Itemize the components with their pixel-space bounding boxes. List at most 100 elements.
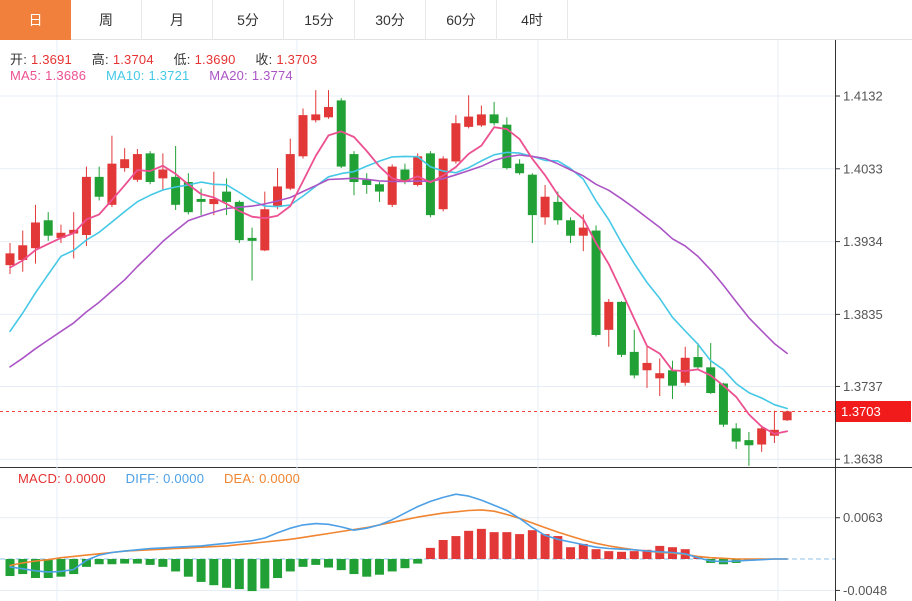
ma20-value: 1.3774	[251, 68, 293, 83]
macd-hist-bar	[69, 559, 79, 575]
macd-hist-bar	[234, 559, 244, 590]
ma5-value: 1.3686	[45, 68, 87, 83]
candle-body	[476, 114, 486, 126]
candle-body	[107, 163, 117, 205]
close-value: 1.3703	[276, 52, 318, 67]
candle-body	[451, 123, 461, 162]
macd-hist-bar	[578, 543, 588, 559]
macd-hist-bar	[285, 559, 295, 572]
candle-body	[18, 245, 28, 260]
last-price-tag: 1.3703	[836, 401, 911, 422]
macd-indicator-chart[interactable]: 0.0063 -0.0048	[0, 467, 912, 601]
macd-hist-bar	[298, 559, 308, 567]
candle-body	[374, 184, 384, 192]
macd-hist-bar	[81, 559, 91, 567]
macd-hist-bar	[311, 559, 321, 565]
candle-body	[464, 116, 474, 127]
macd-label: MACD:	[18, 471, 61, 486]
macd-hist-bar	[476, 528, 486, 559]
tab-month[interactable]: 月	[142, 0, 213, 40]
tab-30min[interactable]: 30分	[355, 0, 426, 40]
tab-15min[interactable]: 15分	[284, 0, 355, 40]
macd-hist-bar	[489, 532, 499, 559]
candle-body	[769, 429, 779, 436]
ma10-value: 1.3721	[148, 68, 190, 83]
ma10-label: MA10:	[105, 68, 145, 83]
tab-5min[interactable]: 5分	[213, 0, 284, 40]
macd-hist-bar	[591, 549, 601, 559]
macd-hist-bar	[260, 559, 270, 589]
ma20-label: MA20:	[209, 68, 248, 83]
candle-body	[731, 428, 741, 442]
candle-body	[81, 176, 91, 235]
candle-body	[56, 232, 66, 238]
candle-body	[285, 154, 295, 189]
candle-body	[425, 153, 435, 216]
candle-body	[540, 196, 550, 218]
y-axis-tick-label: 1.4132	[843, 89, 883, 104]
diff-line	[9, 493, 788, 573]
macd-hist-bar	[502, 532, 512, 559]
candle-body	[502, 124, 512, 169]
candle-body	[196, 198, 206, 202]
candle-body	[158, 169, 168, 179]
macd-hist-bar	[18, 559, 28, 575]
macd-hist-bar	[438, 540, 448, 559]
macd-readout: MACD: 0.0000 DIFF: 0.0000 DEA: 0.0000	[18, 471, 316, 486]
macd-hist-bar	[30, 559, 40, 578]
macd-hist-bar	[642, 549, 652, 559]
macd-hist-bar	[107, 559, 117, 565]
candle-body	[145, 153, 155, 183]
tab-day[interactable]: 日	[0, 0, 71, 40]
tab-week[interactable]: 周	[71, 0, 142, 40]
open-value: 1.3691	[31, 52, 72, 67]
candle-body	[400, 169, 410, 183]
candle-body	[693, 357, 703, 368]
macd-hist-bar	[349, 559, 359, 575]
candle-body	[273, 186, 283, 208]
y-axis-tick-label: 1.3835	[843, 307, 883, 322]
y-axis-tick-label: -0.0048	[843, 583, 887, 598]
macd-hist-bar	[425, 547, 435, 559]
macd-hist-bar	[387, 559, 397, 572]
dea-label: DEA:	[223, 471, 256, 486]
macd-hist-bar	[515, 534, 525, 559]
candle-body	[566, 220, 576, 236]
macd-hist-bar	[362, 559, 372, 577]
macd-hist-bar	[324, 559, 333, 568]
candle-body	[132, 154, 142, 180]
main-candlestick-chart[interactable]: 1.4132 1.4033 1.3934 1.3835 1.3737 1.3638	[0, 40, 912, 467]
macd-hist-bar	[273, 559, 283, 578]
macd-hist-bar	[336, 559, 346, 571]
macd-hist-bar	[617, 551, 627, 559]
macd-hist-bar	[158, 559, 168, 567]
candle-body	[489, 114, 499, 124]
ma5-label: MA5:	[10, 68, 42, 83]
candle-body	[578, 227, 588, 236]
ma-readout: MA5: 1.3686 MA10: 1.3721 MA20: 1.3774	[10, 68, 309, 83]
macd-hist-bar	[145, 559, 155, 565]
candle-body	[171, 176, 181, 205]
macd-hist-bar	[451, 536, 461, 559]
candle-body	[553, 201, 563, 221]
candle-body	[527, 174, 537, 216]
candle-body	[387, 166, 397, 205]
low-value: 1.3690	[194, 52, 236, 67]
candle-body	[260, 209, 270, 251]
candle-body	[757, 428, 767, 445]
macd-hist-bar	[566, 547, 576, 559]
macd-hist-bar	[43, 559, 53, 578]
tab-60min[interactable]: 60分	[426, 0, 497, 40]
macd-hist-bar	[374, 559, 384, 575]
tab-4hour[interactable]: 4时	[497, 0, 568, 40]
macd-hist-bar	[604, 551, 614, 559]
macd-hist-bar	[196, 559, 206, 582]
candle-body	[209, 198, 219, 205]
candle-body	[604, 301, 614, 330]
high-label: 高:	[91, 52, 109, 67]
candle-body	[311, 114, 321, 121]
candle-body	[222, 191, 232, 202]
macd-hist-bar	[527, 530, 537, 559]
macd-hist-bar	[400, 559, 410, 569]
